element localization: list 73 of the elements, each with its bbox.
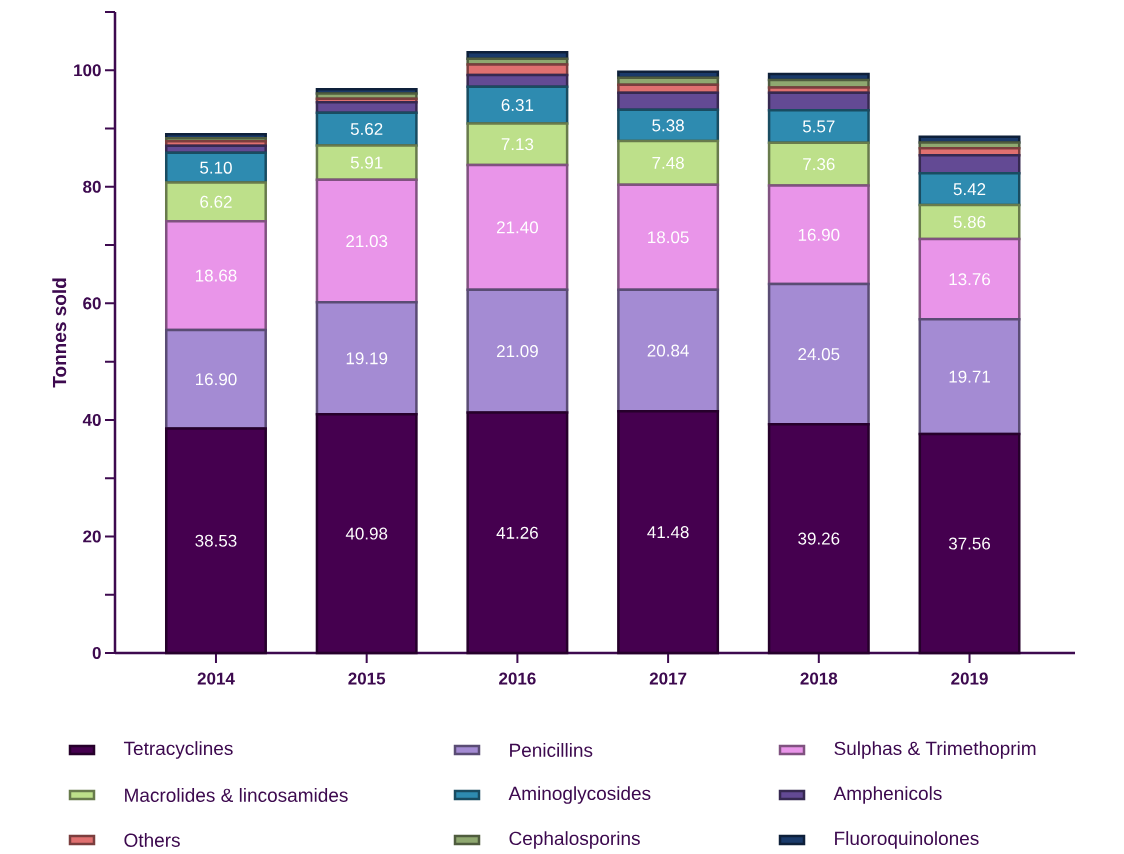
data-label: 5.86: [953, 215, 986, 229]
data-label: 19.71: [949, 370, 990, 383]
legend-label: Tetracyclines: [123, 741, 233, 759]
data-label: 21.40: [496, 221, 538, 234]
bar: [918, 237, 1021, 321]
data-label: 38.53: [195, 534, 237, 547]
legend-label: Amphenicols: [833, 786, 942, 804]
legend-label: Others: [124, 833, 180, 847]
bar: [315, 111, 418, 147]
data-label: 16.90: [196, 373, 237, 386]
bar: [767, 282, 870, 426]
data-label: 37.56: [948, 537, 991, 550]
data-label: 7.48: [652, 156, 684, 169]
bar: [617, 183, 720, 292]
data-label: 13.76: [949, 273, 991, 286]
data-label: 5.10: [200, 161, 232, 174]
legend-label: Cephalosporins: [509, 831, 640, 849]
data-label: 5.38: [652, 119, 684, 132]
data-label: 5.91: [350, 156, 383, 169]
y-tick-label: 20: [83, 530, 101, 543]
legend-label: Aminoglycosides: [508, 786, 651, 804]
x-tick-label: 2014: [197, 672, 235, 685]
data-label: 41.48: [647, 526, 689, 539]
x-tick-label: 2017: [649, 672, 687, 685]
y-tick-label: 80: [83, 180, 101, 193]
bar: [315, 178, 418, 304]
bar: [617, 108, 720, 143]
bar: [164, 328, 267, 430]
data-label: 7.36: [803, 158, 835, 171]
y-tick-label: 40: [82, 413, 101, 426]
data-label: 7.13: [501, 138, 534, 151]
bar: [466, 122, 569, 167]
y-tick-label: 60: [83, 297, 101, 310]
legend-label: Sulphas & Trimethoprim: [834, 741, 1036, 759]
bar: [767, 184, 870, 286]
data-label: 40.98: [345, 527, 388, 540]
bar: [918, 318, 1021, 436]
data-label: 19.19: [346, 352, 388, 365]
data-label: 21.03: [346, 235, 388, 248]
data-label: 18.05: [648, 231, 689, 244]
data-label: 21.09: [496, 345, 538, 358]
data-label: 20.84: [647, 344, 689, 357]
data-label: 5.57: [802, 120, 835, 133]
data-label: 18.68: [196, 269, 237, 282]
bar: [315, 301, 418, 416]
bar: [466, 163, 569, 291]
bar: [617, 288, 720, 413]
x-tick-label: 2015: [348, 672, 386, 685]
data-label: 5.62: [350, 122, 383, 136]
legend-label: Macrolides & lincosamides: [125, 788, 348, 802]
data-label: 41.26: [496, 526, 538, 539]
y-tick-label: 100: [74, 64, 101, 77]
legend-label: Fluoroquinolones: [835, 831, 979, 849]
y-tick-label: 0: [92, 646, 101, 660]
data-label: 5.42: [953, 183, 986, 196]
x-tick-label: 2018: [800, 672, 838, 685]
data-label: 6.31: [501, 99, 534, 112]
data-label: 24.05: [798, 348, 840, 361]
y-axis-title: Tonnes sold: [52, 278, 67, 388]
bar: [164, 219, 267, 332]
data-label: 39.26: [798, 532, 840, 545]
bar: [767, 141, 870, 187]
bar: [918, 172, 1021, 207]
legend-label: Penicillins: [510, 743, 593, 757]
bar: [315, 144, 418, 182]
bar: [617, 139, 720, 186]
data-label: 16.90: [798, 228, 840, 241]
bar: [466, 288, 569, 414]
x-tick-label: 2019: [951, 672, 988, 685]
x-tick-label: 2016: [499, 672, 536, 685]
bar: [164, 181, 267, 223]
bar: [466, 85, 569, 125]
data-label: 6.62: [200, 195, 232, 208]
